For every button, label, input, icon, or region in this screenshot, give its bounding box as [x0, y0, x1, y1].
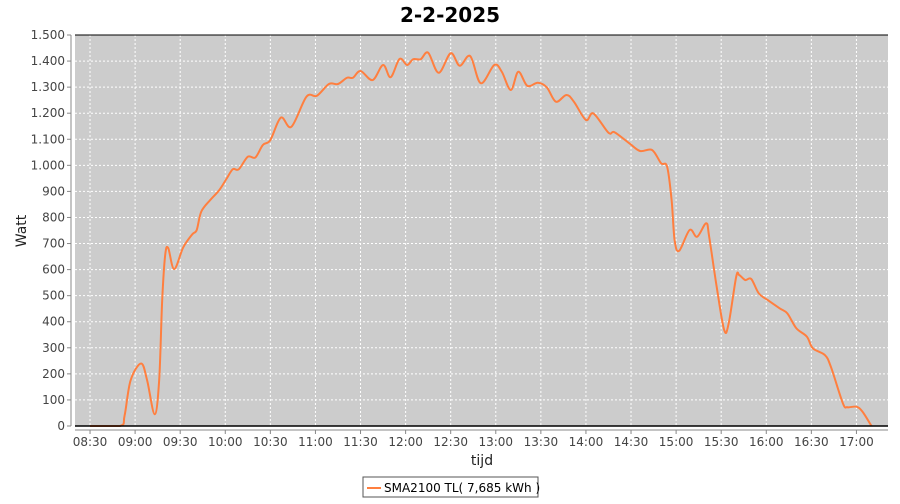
- x-tick-label: 12:30: [433, 435, 468, 449]
- x-tick-label: 16:00: [749, 435, 784, 449]
- x-tick-label: 15:30: [704, 435, 739, 449]
- x-tick-label: 13:00: [478, 435, 513, 449]
- x-tick-label: 08:30: [73, 435, 108, 449]
- x-axis-label: tijd: [471, 453, 493, 469]
- x-tick-label: 14:30: [614, 435, 649, 449]
- y-tick-label: 1.300: [31, 80, 65, 94]
- x-tick-label: 09:00: [118, 435, 153, 449]
- legend: SMA2100 TL( 7,685 kWh ): [363, 477, 540, 497]
- x-tick-label: 10:00: [208, 435, 243, 449]
- y-tick-label: 1.100: [31, 132, 65, 146]
- x-tick-label: 13:30: [524, 435, 559, 449]
- x-tick-label: 17:00: [839, 435, 874, 449]
- y-tick-label: 900: [42, 184, 65, 198]
- y-tick-label: 1.000: [31, 158, 65, 172]
- y-tick-label: 1.500: [31, 28, 65, 42]
- x-tick-label: 11:00: [298, 435, 333, 449]
- legend-entry: SMA2100 TL( 7,685 kWh ): [384, 481, 540, 495]
- x-tick-label: 11:30: [343, 435, 378, 449]
- y-tick-label: 700: [42, 237, 65, 251]
- y-tick-label: 400: [42, 315, 65, 329]
- x-axis: 08:30 09:00 09:30 10:00 10:30 11:00 11:30 12:00…: [73, 430, 888, 449]
- x-tick-label: 16:30: [794, 435, 829, 449]
- x-tick-label: 14:00: [569, 435, 604, 449]
- y-axis-label: Watt: [14, 214, 30, 247]
- y-tick-label: 500: [42, 289, 65, 303]
- y-axis: 0 100 200 300 400 500 600 700 800 900 1.000 1.100 1.…: [31, 28, 71, 433]
- y-tick-label: 800: [42, 210, 65, 224]
- y-tick-label: 100: [42, 393, 65, 407]
- y-tick-label: 600: [42, 263, 65, 277]
- y-tick-label: 200: [42, 367, 65, 381]
- y-tick-label: 1.200: [31, 106, 65, 120]
- x-tick-label: 15:00: [659, 435, 694, 449]
- x-tick-label: 09:30: [163, 435, 198, 449]
- y-tick-label: 300: [42, 341, 65, 355]
- x-tick-label: 12:00: [388, 435, 423, 449]
- y-tick-label: 1.400: [31, 54, 65, 68]
- chart-title: 2-2-2025: [400, 3, 500, 27]
- y-tick-label: 0: [57, 419, 65, 433]
- x-tick-label: 10:30: [253, 435, 288, 449]
